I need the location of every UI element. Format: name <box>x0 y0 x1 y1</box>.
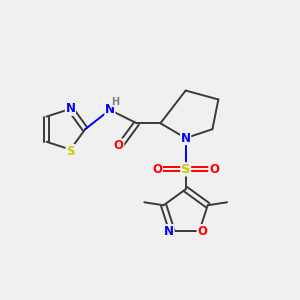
Text: H: H <box>111 97 119 106</box>
Text: S: S <box>181 163 190 176</box>
Text: N: N <box>65 102 75 115</box>
Text: N: N <box>181 132 191 145</box>
Text: N: N <box>105 103 115 116</box>
Text: N: N <box>164 225 174 238</box>
Text: O: O <box>152 163 162 176</box>
Text: O: O <box>209 163 219 176</box>
Text: O: O <box>197 225 207 238</box>
Text: O: O <box>114 139 124 152</box>
Text: S: S <box>66 145 75 158</box>
